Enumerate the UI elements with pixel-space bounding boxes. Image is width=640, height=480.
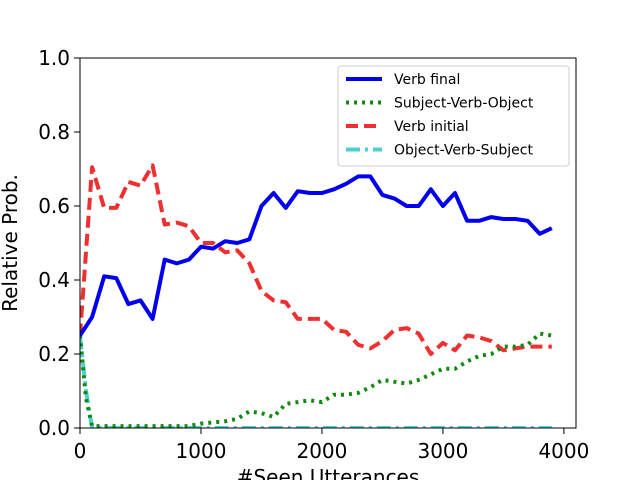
- x-tick-label: 4000: [538, 439, 589, 463]
- legend-label: Subject-Verb-Object: [394, 96, 534, 112]
- legend-label: Verb initial: [394, 119, 469, 135]
- y-tick-label: 0.4: [38, 268, 70, 292]
- series-layer: [80, 163, 553, 428]
- axes-layer: 0 1000 2000 3000 4000 0.0 0.2 0.4 0.6 0.8 1.0: [38, 46, 589, 463]
- plot-frame: [79, 57, 577, 429]
- x-tick-label: 2000: [296, 439, 347, 463]
- series-line-verb-initial: [80, 163, 552, 356]
- y-tick-label: 0.0: [38, 416, 70, 440]
- legend-label: Verb final: [394, 72, 460, 88]
- y-tick-label: 0.8: [38, 120, 70, 144]
- legend: Verb final Subject-Verb-Object Verb initia…: [337, 65, 570, 167]
- y-tick-label: 0.6: [38, 194, 70, 218]
- series-line-verb-final: [80, 174, 553, 337]
- series-line-subject-verb-object: [80, 331, 553, 428]
- x-tick-label: 3000: [417, 439, 468, 463]
- legend-label: Object-Verb-Subject: [394, 143, 533, 159]
- x-tick-label: 1000: [176, 439, 227, 463]
- series-line-object-verb-subject: [80, 335, 552, 428]
- legend-box: [337, 65, 570, 167]
- x-axis-title: #Seen Utterances: [237, 465, 420, 480]
- x-tick-label: 0: [74, 439, 87, 463]
- y-axis-title: Relative Prob.: [0, 174, 22, 312]
- y-tick-label: 0.2: [38, 342, 70, 366]
- y-tick-label: 1.0: [38, 46, 70, 70]
